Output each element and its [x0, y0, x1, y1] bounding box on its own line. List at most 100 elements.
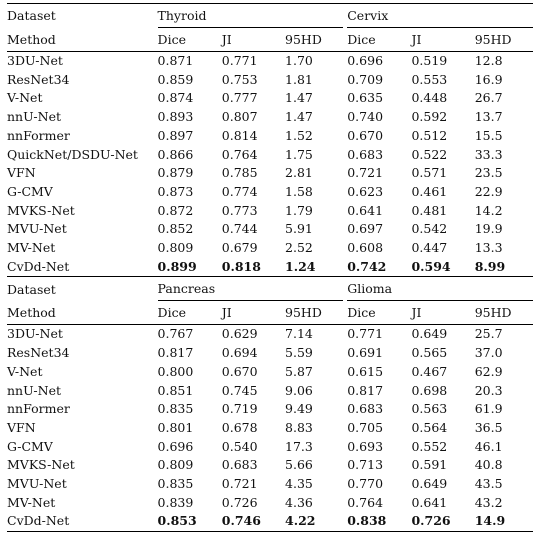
- metric-header: 95HD: [474, 305, 512, 321]
- metric-value: 0.719: [221, 401, 258, 417]
- metric-value: 0.608: [347, 240, 384, 256]
- metric-value: 0.641: [411, 494, 448, 510]
- metric-value: 5.87: [285, 363, 313, 379]
- table-row: VFN 0.879 0.785 2.81 0.721 0.571 23.5: [7, 164, 533, 183]
- metric-header: Dice: [347, 305, 376, 321]
- table-row: MV-Net 0.809 0.679 2.52 0.608 0.447 13.3: [7, 239, 533, 258]
- metric-value: 0.873: [157, 183, 194, 199]
- metric-value: 0.809: [157, 240, 194, 256]
- metric-value: 0.740: [347, 109, 384, 125]
- table-row: nnFormer 0.835 0.719 9.49 0.683 0.563 61.9: [7, 400, 533, 419]
- metric-value: 12.8: [474, 50, 533, 71]
- table-row: MVU-Net 0.835 0.721 4.35 0.770 0.649 43.5: [7, 475, 533, 494]
- metric-value: 0.764: [221, 146, 258, 162]
- method-name: MVKS-Net: [7, 202, 75, 218]
- group-name: Pancreas: [157, 276, 344, 302]
- metric-value: 0.745: [221, 382, 258, 398]
- metric-value: 0.693: [347, 438, 384, 454]
- metric-value: 0.744: [221, 221, 258, 237]
- table-row: MV-Net 0.839 0.726 4.36 0.764 0.641 43.2: [7, 494, 533, 513]
- method-name: 3DU-Net: [7, 324, 158, 345]
- metric-value: 0.753: [221, 71, 258, 87]
- spacer: [343, 50, 348, 71]
- table-row: CvDd-Net 0.853 0.746 4.22 0.838 0.726 14.9: [7, 512, 533, 533]
- metric-value: 4.35: [285, 476, 313, 492]
- metric-value: 0.872: [157, 202, 194, 218]
- metric-value: 0.623: [347, 183, 384, 199]
- table-row: CvDd-Net 0.899 0.818 1.24 0.742 0.594 8.99: [7, 258, 533, 277]
- metric-value: 0.447: [411, 240, 448, 256]
- metric-header: Dice: [157, 32, 186, 47]
- table-row: 3DU-Net 0.767 0.629 7.14 0.771 0.649 25.7: [7, 324, 533, 345]
- metric-header: 95HD: [285, 305, 322, 321]
- metric-value: 14.2: [474, 202, 503, 218]
- metric-value: 2.52: [285, 240, 313, 256]
- metric-value: 9.06: [285, 382, 313, 398]
- metric-value: 0.705: [347, 419, 384, 435]
- metric-value: 0.800: [157, 363, 194, 379]
- dataset-label: Dataset: [7, 3, 158, 28]
- method-name: VFN: [7, 419, 36, 435]
- metric-value: 0.552: [411, 438, 448, 454]
- metric-value: 43.2: [474, 494, 503, 510]
- metric-value: 1.24: [285, 258, 316, 274]
- metric-value: 0.893: [157, 109, 194, 125]
- metric-value: 16.9: [474, 71, 503, 87]
- metric-value: 1.79: [285, 202, 313, 218]
- metric-header: JI: [411, 32, 422, 47]
- metric-value: 1.47: [285, 90, 313, 106]
- metric-header: JI: [411, 305, 422, 321]
- metric-value: 0.773: [221, 202, 258, 218]
- metric-value: 4.22: [285, 512, 344, 533]
- metric-value: 33.3: [474, 146, 503, 162]
- metric-value: 17.3: [285, 438, 313, 454]
- method-name: CvDd-Net: [7, 258, 70, 274]
- metric-value: 1.70: [285, 50, 344, 71]
- spacer: [343, 3, 348, 28]
- table-row: G-CMV 0.696 0.540 17.3 0.693 0.552 46.1: [7, 438, 533, 457]
- table-row: MVKS-Net 0.809 0.683 5.66 0.713 0.591 40.8: [7, 456, 533, 475]
- spacer: [343, 276, 348, 301]
- table-row: MVKS-Net 0.872 0.773 1.79 0.641 0.481 14.2: [7, 202, 533, 221]
- group-name: Thyroid: [157, 3, 344, 28]
- metric-value: 0.522: [411, 146, 448, 162]
- metric-value: 0.764: [347, 494, 384, 510]
- metric-value: 0.785: [221, 165, 258, 181]
- metric-value: 36.5: [474, 419, 503, 435]
- method-name: MVKS-Net: [7, 457, 75, 473]
- metric-value: 0.683: [221, 457, 258, 473]
- metric-value: 0.771: [221, 50, 286, 71]
- table-row: ResNet34 0.817 0.694 5.59 0.691 0.565 37.0: [7, 344, 533, 363]
- table-row: V-Net 0.800 0.670 5.87 0.615 0.467 62.9: [7, 363, 533, 382]
- table-row: nnU-Net 0.893 0.807 1.47 0.740 0.592 13.7: [7, 108, 533, 127]
- metric-value: 0.698: [411, 382, 448, 398]
- method-name: MVU-Net: [7, 221, 67, 237]
- metric-value: 0.641: [347, 202, 384, 218]
- metric-value: 0.563: [411, 401, 448, 417]
- metric-value: 0.770: [347, 476, 384, 492]
- spacer: [343, 324, 348, 345]
- method-name: QuickNet/DSDU-Net: [7, 146, 138, 162]
- metric-value: 8.83: [285, 419, 313, 435]
- spacer: [343, 512, 348, 533]
- metric-value: 1.58: [285, 183, 313, 199]
- metric-header: JI: [221, 305, 232, 321]
- metric-value: 0.615: [347, 363, 384, 379]
- metric-value: 62.9: [474, 363, 503, 379]
- method-name: nnFormer: [7, 401, 70, 417]
- table-row: V-Net 0.874 0.777 1.47 0.635 0.448 26.7: [7, 89, 533, 108]
- metric-value: 0.866: [157, 146, 194, 162]
- method-name: ResNet34: [7, 71, 70, 87]
- metric-value: 8.99: [474, 258, 506, 274]
- metric-value: 0.649: [411, 324, 475, 345]
- metric-value: 0.767: [157, 324, 222, 345]
- metric-value: 0.481: [411, 202, 448, 218]
- metric-value: 23.5: [474, 165, 503, 181]
- metric-value: 0.814: [221, 127, 258, 143]
- table-row: 3DU-Net 0.871 0.771 1.70 0.696 0.519 12.8: [7, 50, 533, 71]
- metric-value: 0.565: [411, 345, 448, 361]
- metric-value: 0.694: [221, 345, 258, 361]
- metric-value: 9.49: [285, 401, 313, 417]
- metric-value: 0.542: [411, 221, 448, 237]
- metric-value: 14.9: [474, 512, 533, 533]
